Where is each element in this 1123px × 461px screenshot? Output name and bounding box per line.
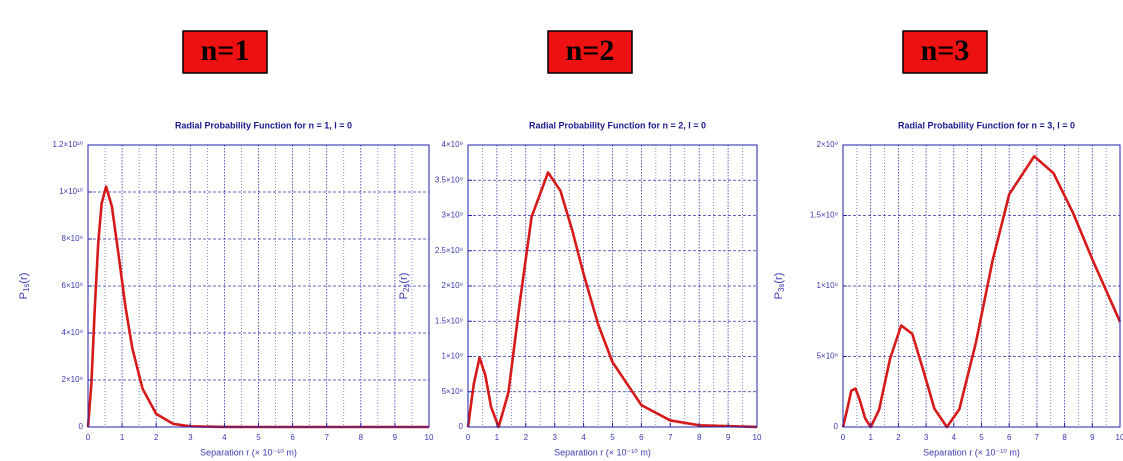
x-tick-label: 5: [256, 433, 261, 442]
x-tick-label: 8: [1062, 433, 1067, 442]
y-label-rest: (r): [773, 273, 785, 284]
y-tick-label: 2×10⁹: [442, 281, 463, 290]
x-tick-label: 5: [610, 433, 615, 442]
y-tick-label: 1.2×10¹⁰: [52, 140, 83, 149]
x-axis-label: Separation r (× 10⁻¹⁰ m): [200, 447, 297, 457]
y-tick-label: 6×10⁹: [62, 281, 83, 290]
y-axis-label: P3s(r): [773, 273, 786, 300]
y-tick-label: 3.5×10⁹: [435, 175, 463, 184]
y-tick-label: 1×10⁹: [442, 352, 463, 361]
heading: n=3: [921, 34, 970, 67]
y-label-subscript: 1s: [22, 284, 31, 292]
y-label-symbol: P: [773, 292, 785, 299]
heading: n=2: [566, 34, 615, 67]
x-axis-label: Separation r (× 10⁻¹⁰ m): [923, 447, 1020, 457]
x-tick-label: 4: [222, 433, 227, 442]
y-label-symbol: P: [398, 292, 410, 299]
x-tick-label: 9: [393, 433, 398, 442]
x-tick-label: 1: [868, 433, 873, 442]
y-tick-label: 8×10⁹: [62, 234, 83, 243]
y-label-subscript: 3s: [777, 284, 786, 292]
x-tick-label: 10: [753, 433, 762, 442]
x-tick-label: 7: [668, 433, 673, 442]
y-tick-label: 2×10⁹: [62, 375, 83, 384]
x-tick-label: 8: [697, 433, 702, 442]
y-tick-label: 5×10⁸: [442, 387, 463, 396]
heading-box: [182, 30, 268, 74]
y-tick-label: 1.5×10⁹: [810, 211, 838, 220]
y-tick-label: 3×10⁹: [442, 211, 463, 220]
y-tick-label: 0: [459, 422, 464, 431]
x-tick-label: 6: [290, 433, 295, 442]
x-tick-label: 0: [86, 433, 91, 442]
y-axis-label: P2s(r): [398, 273, 411, 300]
x-tick-label: 2: [524, 433, 529, 442]
heading-box: [547, 30, 633, 74]
x-tick-label: 7: [324, 433, 329, 442]
chart-title: Radial Probability Function for n = 3, l…: [898, 120, 1075, 130]
heading: n=1: [201, 34, 250, 67]
x-tick-label: 3: [188, 433, 193, 442]
x-tick-label: 7: [1035, 433, 1040, 442]
curve: [466, 171, 758, 429]
y-tick-label: 0: [79, 422, 84, 431]
y-tick-label: 2.5×10⁹: [435, 246, 463, 255]
y-label-subscript: 2s: [402, 284, 411, 292]
x-tick-label: 5: [979, 433, 984, 442]
x-tick-label: 1: [120, 433, 125, 442]
y-tick-label: 1×10⁹: [817, 281, 838, 290]
x-tick-label: 8: [359, 433, 364, 442]
x-tick-label: 4: [581, 433, 586, 442]
x-tick-label: 0: [841, 433, 846, 442]
y-tick-label: 4×10⁹: [62, 328, 83, 337]
y-axis-label: P1s(r): [18, 273, 31, 300]
y-tick-label: 1×10¹⁰: [59, 187, 83, 196]
chart-title: Radial Probability Function for n = 2, l…: [529, 120, 706, 130]
y-tick-label: 4×10⁹: [442, 140, 463, 149]
curve: [841, 154, 1122, 429]
heading-box: [902, 30, 988, 74]
x-tick-label: 3: [924, 433, 929, 442]
x-tick-label: 3: [552, 433, 557, 442]
x-tick-label: 2: [896, 433, 901, 442]
x-axis-label: Separation r (× 10⁻¹⁰ m): [554, 447, 651, 457]
x-tick-label: 10: [425, 433, 434, 442]
x-tick-label: 6: [639, 433, 644, 442]
y-label-symbol: P: [18, 292, 30, 299]
y-label-rest: (r): [18, 273, 30, 284]
y-label-rest: (r): [398, 273, 410, 284]
curve: [86, 185, 429, 429]
y-tick-label: 0: [834, 422, 839, 431]
x-tick-label: 0: [466, 433, 471, 442]
y-tick-label: 2×10⁹: [817, 140, 838, 149]
x-tick-label: 6: [1007, 433, 1012, 442]
x-tick-label: 9: [726, 433, 731, 442]
x-tick-label: 4: [952, 433, 957, 442]
x-tick-label: 10: [1116, 433, 1123, 442]
chart-title: Radial Probability Function for n = 1, l…: [175, 120, 352, 130]
x-tick-label: 2: [154, 433, 159, 442]
x-tick-label: 1: [495, 433, 500, 442]
y-tick-label: 1.5×10⁹: [435, 316, 463, 325]
y-tick-label: 5×10⁸: [817, 352, 838, 361]
x-tick-label: 9: [1090, 433, 1095, 442]
